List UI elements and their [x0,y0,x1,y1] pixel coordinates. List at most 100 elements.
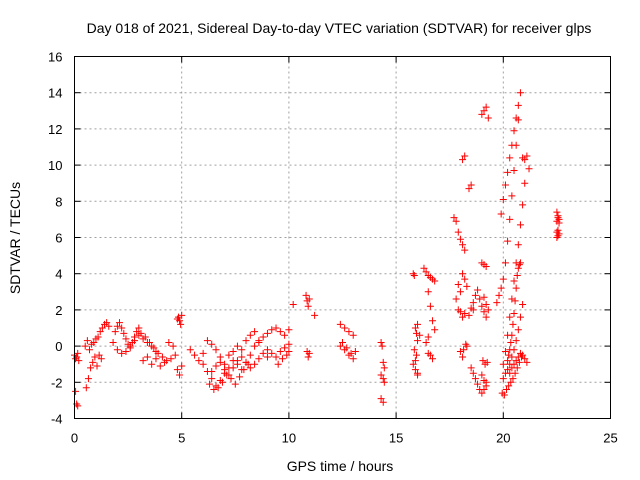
data-point [148,360,156,368]
data-point [478,110,486,118]
data-point [510,310,518,318]
data-point [482,262,490,270]
data-point [431,277,439,285]
data-point [514,326,522,334]
data-point [525,165,533,173]
data-point [501,348,509,356]
data-point [516,89,524,97]
data-point [90,338,98,346]
data-point [345,328,353,336]
data-point [89,358,97,366]
data-point [515,261,523,269]
data-point [469,299,477,307]
data-point [349,331,357,339]
data-point [227,375,235,383]
data-point [414,320,422,328]
data-point [86,346,94,354]
data-point [523,152,531,160]
data-point [411,324,419,332]
data-point [501,259,509,267]
data-point [109,338,117,346]
data-point [87,364,95,372]
data-point [208,340,216,348]
data-point [478,371,486,379]
data-point [351,348,359,356]
data-point [497,210,505,218]
data-point [474,380,482,388]
data-point [459,313,467,321]
data-point [339,338,346,346]
data-point [456,288,464,296]
data-point [465,311,473,319]
data-point [95,351,103,359]
data-point [203,337,211,345]
data-point [409,360,417,368]
data-point [424,349,432,357]
data-point [263,346,271,354]
data-point [499,275,507,283]
data-point [158,353,166,361]
data-point [412,351,420,359]
data-point [225,371,233,379]
data-point [497,284,505,292]
data-point [272,353,280,361]
data-point [118,349,126,357]
data-point [459,353,467,361]
data-point [555,219,563,227]
data-point [521,156,529,164]
data-point [341,346,349,354]
data-point [471,291,479,299]
data-point [482,103,490,111]
data-point [141,333,149,341]
data-point [120,329,128,337]
data-point [255,337,263,345]
data-point [469,369,477,377]
data-point [480,107,488,115]
data-point [452,217,460,225]
data-point [456,348,464,356]
data-point [412,329,420,337]
data-point [514,353,522,361]
data-point [210,386,218,394]
data-point [416,331,424,339]
data-point [94,333,102,341]
data-point [474,286,482,294]
data-point [499,360,507,368]
x-tick-label: 25 [603,431,617,446]
data-point [480,386,488,394]
data-point [463,342,471,350]
data-point [154,349,162,357]
data-point [508,364,516,372]
data-point [345,351,353,359]
data-point [84,375,92,383]
data-point [429,317,437,325]
data-point [305,295,313,303]
data-point [229,364,237,372]
data-point [208,375,216,383]
data-point [467,181,475,189]
data-point [96,328,104,336]
data-point [411,357,419,365]
data-point [519,300,527,308]
x-axis-label: GPS time / hours [287,458,394,474]
data-point [122,348,130,356]
data-point [251,328,259,336]
data-point [471,375,479,383]
data-point [75,357,83,365]
data-point [414,369,422,377]
chart-title: Day 018 of 2021, Sidereal Day-to-day VTE… [87,20,592,36]
data-point [246,364,254,372]
data-point [229,348,237,356]
data-point [221,366,229,374]
data-point [553,208,561,216]
data-point [508,331,516,339]
data-point [414,337,422,345]
data-point [495,291,503,299]
data-point [176,371,184,379]
data-point [336,320,344,328]
data-point [285,326,293,334]
data-point [178,311,186,319]
data-point [509,375,517,383]
data-point [81,342,89,350]
data-point [456,308,464,316]
